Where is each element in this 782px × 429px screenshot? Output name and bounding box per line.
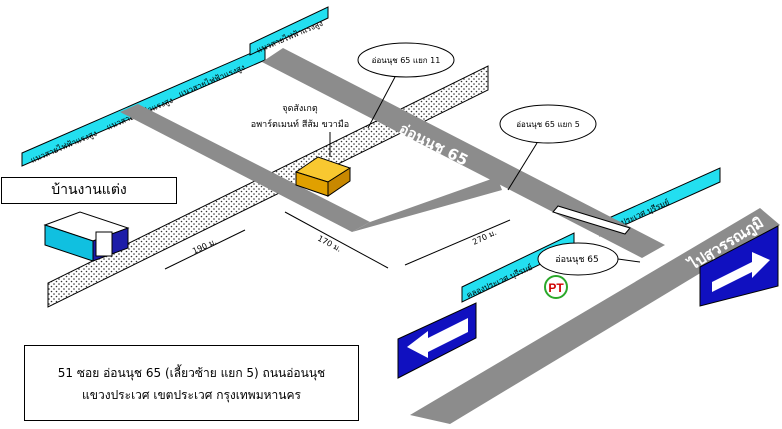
callout-top-pointer <box>367 76 396 129</box>
bridge <box>552 205 631 235</box>
dist-line-270 <box>404 219 511 266</box>
callout-right <box>499 104 597 144</box>
road-yaek11 <box>120 104 370 232</box>
power-line-band-upper <box>249 6 329 56</box>
dist-line-170 <box>284 211 389 269</box>
callout-top <box>357 42 455 78</box>
address-line2: แขวงประเวศ เขตประเวศ กรุงเทพมหานคร <box>82 388 301 402</box>
dist-170: 170 ม. <box>316 234 343 254</box>
address-line1: 51 ซอย อ่อนนุช 65 (เลี้ยวซ้าย แยก 5) ถนน… <box>57 366 326 380</box>
venue-label-box: บ้านงานแต่ง <box>1 177 177 204</box>
house-icon <box>43 211 130 262</box>
callout-top-text: อ่อนนุช 65 แยก 11 <box>372 56 441 65</box>
svg-text:PT: PT <box>548 281 564 295</box>
callout-sign-pointer <box>617 258 641 263</box>
road-yaek5 <box>352 177 502 232</box>
dist-190: 190 ม. <box>191 237 218 256</box>
logo-icon: PT <box>544 275 568 299</box>
landmark-line2: อพาร์ตเมนท์ สีส้ม ขวามือ <box>251 118 349 130</box>
building-icon <box>294 156 352 197</box>
road-main-onnut <box>410 208 780 424</box>
road-onnut65 <box>262 48 665 258</box>
dist-line-190 <box>164 229 246 270</box>
callout-right-pointer <box>507 142 538 191</box>
callout-right-text: อ่อนนุช 65 แยก 5 <box>516 120 580 129</box>
arrow-left-icon <box>397 302 477 379</box>
landmark-line1: จุดสังเกตุ <box>282 104 318 114</box>
arrow-right-icon <box>699 225 779 307</box>
venue-label: บ้านงานแต่ง <box>51 182 127 198</box>
address-box: 51 ซอย อ่อนนุช 65 (เลี้ยวซ้าย แยก 5) ถนน… <box>24 345 359 421</box>
callout-sign-text: อ่อนนุช 65 <box>555 255 599 265</box>
